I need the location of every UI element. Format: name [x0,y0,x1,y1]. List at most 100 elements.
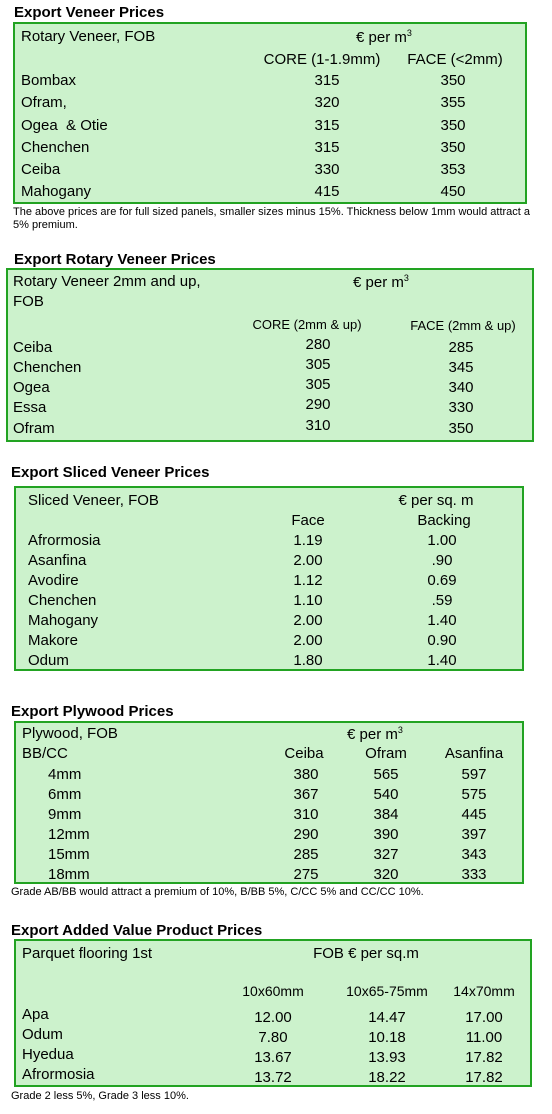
rotary-row-core: 305 [305,376,331,393]
rotary-row-name: Ceiba [13,339,53,356]
sliced-row-name: Mahogany [28,612,99,629]
plywood-row-ofram: 384 [373,806,399,823]
rotary-row-name: Essa [13,399,47,416]
plywood-col-ofram: Ofram [365,745,407,762]
rotary-row-face: 285 [448,339,474,356]
veneer-row-core: 315 [314,139,340,156]
veneer-row-face: 450 [440,183,466,200]
sliced-row-face: 1.80 [293,652,323,669]
sliced-row-backing: 0.69 [427,572,457,589]
plywood-row-asanfina: 597 [461,766,487,783]
sliced-row-name: Odum [28,652,69,669]
sliced-row-backing: 1.00 [427,532,457,549]
veneer-note: The above prices are for full sized pane… [13,206,531,231]
sliced-title: Export Sliced Veneer Prices [11,464,210,481]
plywood-col-ceiba: Ceiba [284,745,324,762]
added-row-col1: 13.67 [254,1049,292,1066]
rotary-row-name: Chenchen [13,359,82,376]
sliced-row-backing: .59 [431,592,453,609]
plywood-row-size: 18mm [48,866,90,883]
plywood-row-asanfina: 397 [461,826,487,843]
veneer-row-core: 320 [314,94,340,111]
veneer-row-face: 350 [440,72,466,89]
veneer-unit: € per m3 [356,28,412,46]
plywood-row-size: 12mm [48,826,90,843]
added-note: Grade 2 less 5%, Grade 3 less 10%. [11,1090,189,1102]
sliced-row-face: 2.00 [293,632,323,649]
rotary-row-face: 350 [448,420,474,437]
added-row-name: Apa [22,1006,49,1023]
added-col-1: 10x60mm [242,983,304,999]
veneer-row-name: Ofram, [21,94,67,111]
sliced-row-name: Chenchen [28,592,97,609]
veneer-row-name: Ceiba [21,161,61,178]
plywood-header-left: Plywood, FOB [22,725,118,742]
added-row-col3: 17.82 [465,1049,503,1066]
plywood-row-ceiba: 367 [293,786,319,803]
added-row-name: Afrormosia [22,1066,95,1083]
added-row-col2: 14.47 [368,1009,406,1026]
rotary-header-left: Rotary Veneer 2mm and up, [13,273,201,290]
sliced-col-backing: Backing [417,512,471,529]
added-row-col2: 10.18 [368,1029,406,1046]
rotary-row-name: Ofram [13,420,55,437]
plywood-row-asanfina: 343 [461,846,487,863]
plywood-row-ceiba: 290 [293,826,319,843]
added-row-col3: 17.00 [465,1009,503,1026]
plywood-table: Plywood, FOB BB/CC € per m3 Ceiba Ofram … [14,721,524,884]
plywood-sub-left: BB/CC [22,745,68,762]
sliced-row-backing: 1.40 [427,612,457,629]
veneer-col-face: FACE (<2mm) [407,51,503,68]
plywood-row-ofram: 565 [373,766,399,783]
veneer-row-core: 330 [314,161,340,178]
rotary-table: Rotary Veneer 2mm and up, FOB € per m3 C… [6,268,534,442]
sliced-row-face: 1.12 [293,572,323,589]
veneer-row-face: 350 [440,117,466,134]
veneer-row-face: 355 [440,94,466,111]
added-row-col1: 13.72 [254,1069,292,1086]
veneer-table: Rotary Veneer, FOB € per m3 CORE (1-1.9m… [13,22,527,204]
added-row-col2: 13.93 [368,1049,406,1066]
sliced-row-name: Avodire [28,572,79,589]
rotary-title: Export Rotary Veneer Prices [14,251,216,268]
added-row-name: Hyedua [22,1046,74,1063]
added-col-2: 10x65-75mm [346,983,428,999]
veneer-row-name: Mahogany [21,183,92,200]
rotary-row-face: 345 [448,359,474,376]
rotary-row-name: Ogea [13,379,50,396]
added-row-col3: 17.82 [465,1069,503,1086]
plywood-col-asanfina: Asanfina [444,745,504,762]
added-table: Parquet flooring 1st FOB € per sq.m 10x6… [14,939,532,1087]
veneer-row-name: Ogea & Otie [21,117,108,134]
plywood-row-ofram: 390 [373,826,399,843]
sliced-row-name: Makore [28,632,79,649]
plywood-row-ofram: 327 [373,846,399,863]
veneer-row-face: 353 [440,161,466,178]
plywood-row-asanfina: 445 [461,806,487,823]
veneer-col-core: CORE (1-1.9mm) [263,51,381,68]
sliced-table: Sliced Veneer, FOB € per sq. m Face Back… [14,486,524,671]
plywood-row-ofram: 540 [373,786,399,803]
added-header-left: Parquet flooring 1st [22,945,153,962]
added-row-col1: 12.00 [254,1009,292,1026]
rotary-row-core: 280 [305,336,331,353]
veneer-row-name: Chenchen [21,139,90,156]
added-row-col2: 18.22 [368,1069,406,1086]
added-row-name: Odum [22,1026,63,1043]
plywood-row-asanfina: 333 [461,866,487,883]
veneer-row-name: Bombax [21,72,77,89]
added-row-col1: 7.80 [258,1029,288,1046]
added-col-3: 14x70mm [453,983,515,999]
sliced-header-left: Sliced Veneer, FOB [28,492,159,509]
rotary-row-face: 340 [448,379,474,396]
plywood-row-ceiba: 285 [293,846,319,863]
sliced-row-face: 1.19 [293,532,323,549]
plywood-row-size: 9mm [48,806,82,823]
rotary-col-face: FACE (2mm & up) [410,318,516,333]
sliced-row-backing: 1.40 [427,652,457,669]
plywood-row-size: 6mm [48,786,82,803]
plywood-row-ceiba: 380 [293,766,319,783]
rotary-unit: € per m3 [353,273,409,291]
sliced-row-name: Afrormosia [28,532,101,549]
veneer-row-core: 315 [314,72,340,89]
